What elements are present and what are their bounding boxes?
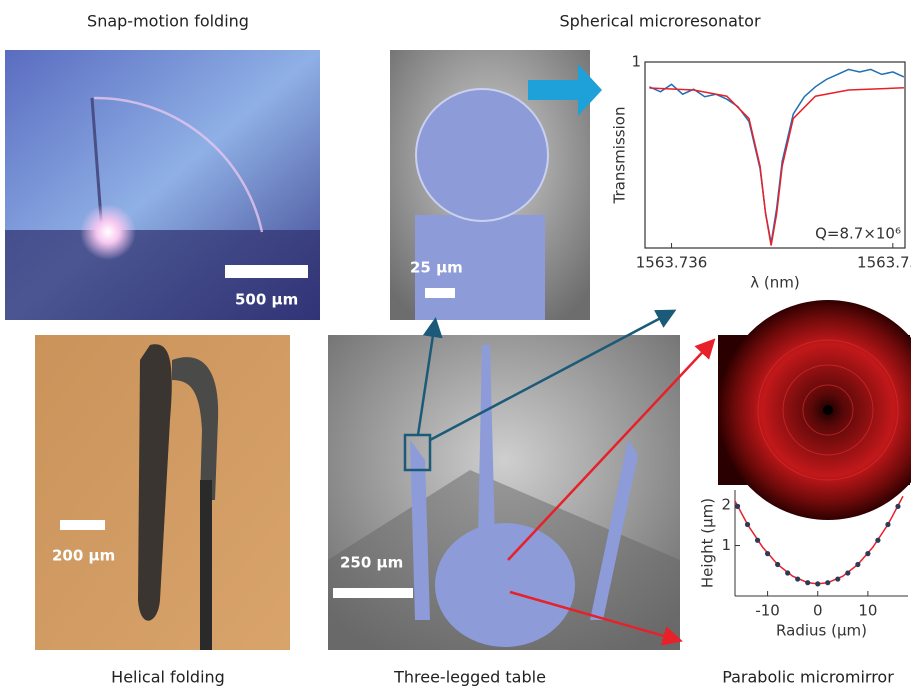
x-axis-label: Radius (µm)	[776, 622, 867, 640]
x-tick-label: 0	[813, 602, 823, 620]
caption: Snap-motion folding	[87, 12, 249, 31]
x-tick-label: 10	[858, 602, 877, 620]
scale-label: 500 µm	[235, 291, 298, 309]
data-point	[845, 570, 850, 575]
caption: Spherical microresonator	[559, 12, 761, 31]
data-point	[735, 504, 740, 509]
scale-label: 200 µm	[52, 547, 115, 565]
caption: Helical folding	[111, 668, 225, 687]
data-point	[825, 580, 830, 585]
x-tick-label: 1563.736	[636, 254, 708, 272]
data-point	[745, 522, 750, 527]
snap-photo: 500 µm	[5, 50, 320, 320]
y-tick-label: 1	[721, 536, 731, 554]
data-point	[865, 551, 870, 556]
caption: Three-legged table	[393, 668, 546, 687]
annotation: Q=8.7×10⁶	[815, 225, 901, 243]
data-point	[875, 538, 880, 543]
data-point	[755, 538, 760, 543]
helical-photo: 200 µm	[35, 335, 290, 650]
y-axis-label: Transmission	[611, 107, 629, 205]
data-point	[775, 562, 780, 567]
x-tick-label: 1563.738	[857, 254, 911, 272]
data-point	[765, 551, 770, 556]
x-tick-label: -10	[755, 602, 780, 620]
figure: Snap-motion folding Spherical microreson…	[0, 0, 911, 690]
mirror-photo	[718, 300, 911, 520]
caption: Parabolic micromirror	[722, 668, 894, 687]
data-point	[785, 570, 790, 575]
y-tick-label: 2	[721, 496, 731, 514]
data-point	[795, 576, 800, 581]
x-axis-label: λ (nm)	[750, 274, 799, 292]
y-tick-label: 1	[631, 53, 641, 71]
data-point	[855, 562, 860, 567]
table-photo: 250 µm	[328, 335, 680, 650]
data-point	[895, 504, 900, 509]
data-point	[815, 581, 820, 586]
data-point	[885, 522, 890, 527]
data-point	[835, 576, 840, 581]
scale-label: 250 µm	[340, 554, 403, 572]
scale-label: 25 µm	[410, 259, 463, 277]
y-axis-label: Height (µm)	[699, 498, 717, 588]
data-point	[805, 580, 810, 585]
